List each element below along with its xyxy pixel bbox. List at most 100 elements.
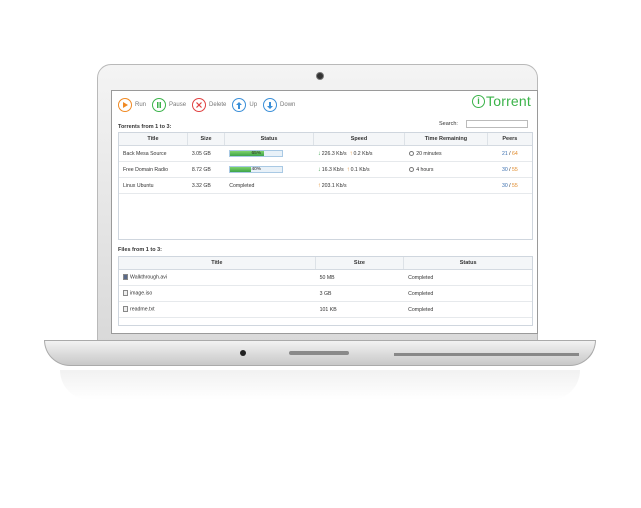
torrent-size: 3.05 GB — [191, 150, 211, 157]
column-status[interactable]: Status — [225, 133, 314, 145]
progress-text: 65% — [251, 151, 262, 156]
file-status: Completed — [408, 306, 434, 313]
column-title[interactable]: Title — [119, 257, 316, 269]
file-name: Walkthrough.avi — [130, 274, 168, 281]
column-status[interactable]: Status — [459, 260, 477, 266]
file-name: image.iso — [130, 290, 153, 297]
files-table: Title Size Status Walkthrough.avi 50 MB … — [118, 256, 533, 326]
file-icon — [123, 306, 128, 313]
peers-total: 55 — [512, 166, 518, 173]
table-row[interactable]: Walkthrough.avi 50 MB Completed — [119, 270, 532, 286]
torrent-speed: ↓16.3 Kb/s ↑0.1 Kb/s — [314, 167, 405, 173]
file-icon — [123, 290, 128, 297]
table-row[interactable]: readme.txt 101 KB Completed — [119, 302, 532, 318]
progress-fill — [230, 167, 252, 172]
torrent-title: Linux Ubuntu — [123, 182, 154, 189]
delete-button[interactable]: Delete — [192, 98, 226, 112]
pause-label: Pause — [169, 102, 187, 108]
progress-text: 40% — [251, 167, 262, 172]
down-button[interactable]: Down — [263, 98, 295, 112]
torrent-status: 40% — [225, 166, 314, 173]
peers-total: 55 — [512, 182, 518, 189]
upload-speed: 0.2 Kb/s — [353, 150, 373, 157]
torrent-status: 65% — [225, 150, 314, 157]
torrent-time-remaining: 4 hours — [405, 167, 488, 173]
download-speed: 226.3 Kb/s — [321, 150, 347, 157]
upload-arrow-icon: ↑ — [346, 166, 350, 173]
lid-latch — [289, 351, 349, 355]
files-table-header: Title Size Status — [119, 257, 532, 270]
download-arrow-icon: ↓ — [317, 166, 321, 173]
file-title: Walkthrough.avi — [119, 274, 316, 281]
up-label: Up — [249, 102, 258, 108]
delete-label: Delete — [209, 102, 227, 108]
torrents-table-header: Title Size Status Speed Time Remaining P… — [119, 133, 532, 146]
peers-connected: 30 — [501, 166, 508, 173]
column-size[interactable]: Size — [316, 257, 405, 269]
camera-icon — [316, 72, 324, 80]
close-icon — [192, 98, 207, 112]
files-heading: Files from 1 to 3: — [118, 247, 163, 253]
toolbar: Run Pause Delete Up Down — [118, 96, 301, 114]
torrent-title: Free Domain Radio — [123, 166, 168, 173]
reflection — [60, 370, 580, 400]
pause-button[interactable]: Pause — [152, 98, 186, 112]
run-label: Run — [135, 102, 147, 108]
torrent-size: 8.72 GB — [191, 166, 211, 173]
column-speed[interactable]: Speed — [314, 133, 406, 145]
download-arrow-icon: ↓ — [317, 150, 321, 157]
column-size[interactable]: Size — [188, 133, 226, 145]
arrow-down-icon — [263, 98, 278, 112]
file-status: Completed — [408, 290, 434, 297]
torrent-peers: 30 / 55 — [501, 182, 518, 189]
video-file-icon — [123, 274, 128, 281]
time-remaining-text: 4 hours — [416, 166, 434, 173]
torrent-status: Completed — [229, 182, 255, 189]
table-row[interactable]: Back Mesa Source 3.05 GB 65% ↓226.3 Kb/s… — [119, 146, 532, 162]
app-screen: Run Pause Delete Up Down i — [111, 90, 538, 334]
peers-connected: 21 — [501, 150, 508, 157]
clock-icon — [409, 166, 415, 172]
peers-connected: 30 — [501, 182, 508, 189]
time-remaining-text: 20 minutes — [416, 150, 442, 157]
table-row[interactable]: Linux Ubuntu 3.32 GB Completed ↑203.1 Kb… — [119, 178, 532, 194]
column-peers[interactable]: Peers — [502, 136, 518, 142]
download-speed: 16.3 Kb/s — [321, 166, 344, 173]
search-input[interactable] — [466, 120, 528, 128]
optical-drive-slot — [394, 353, 579, 356]
logo-text: Torrent — [486, 93, 531, 109]
up-button[interactable]: Up — [232, 98, 257, 112]
clock-icon — [409, 150, 415, 156]
table-row[interactable]: Free Domain Radio 8.72 GB 40% ↓16.3 Kb/s… — [119, 162, 532, 178]
file-size: 3 GB — [319, 290, 332, 297]
file-size: 50 MB — [319, 274, 335, 281]
upload-arrow-icon: ↑ — [317, 182, 321, 189]
torrent-size: 3.32 GB — [191, 182, 211, 189]
torrent-peers: 30 / 55 — [501, 166, 518, 173]
progress-bar: 40% — [229, 166, 284, 173]
column-time-remaining[interactable]: Time Remaining — [405, 133, 488, 145]
file-title: image.iso — [119, 290, 316, 297]
torrents-heading: Torrents from 1 to 3: — [118, 124, 172, 130]
peers-total: 64 — [512, 150, 518, 157]
down-label: Down — [280, 102, 296, 108]
file-title: readme.txt — [119, 306, 316, 313]
torrent-time-remaining: 20 minutes — [405, 151, 488, 157]
column-title[interactable]: Title — [119, 133, 188, 145]
upload-speed: 203.1 Kb/s — [321, 182, 347, 189]
upload-speed: 0.1 Kb/s — [350, 166, 370, 173]
search-label: Search: — [439, 121, 458, 127]
arrow-up-icon — [232, 98, 247, 112]
power-light — [240, 350, 246, 356]
file-size: 101 KB — [319, 306, 337, 313]
torrent-peers: 21 / 64 — [501, 150, 518, 157]
run-button[interactable]: Run — [118, 98, 146, 112]
play-icon — [118, 98, 132, 112]
progress-bar: 65% — [229, 150, 284, 157]
pause-icon — [152, 98, 167, 112]
logo-letter: i — [472, 94, 486, 108]
table-row[interactable]: image.iso 3 GB Completed — [119, 286, 532, 302]
torrent-speed: ↑203.1 Kb/s — [314, 183, 405, 189]
torrent-title: Back Mesa Source — [123, 150, 167, 157]
torrents-table: Title Size Status Speed Time Remaining P… — [118, 132, 533, 240]
